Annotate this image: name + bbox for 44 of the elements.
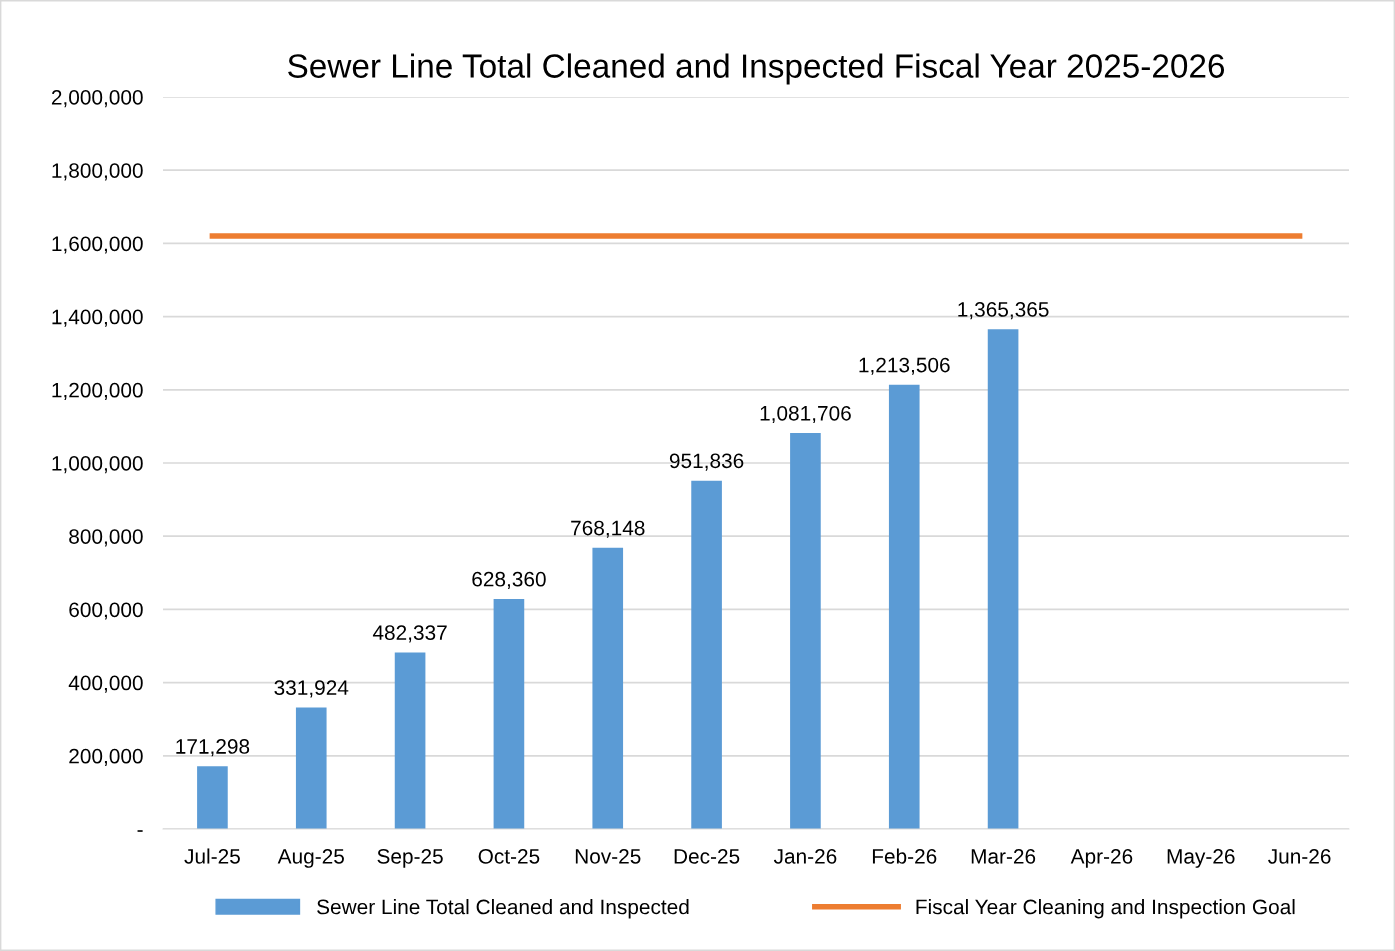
x-tick-label: Jun-26 [1268, 848, 1331, 864]
y-tick-label: 1,000,000 [52, 456, 143, 474]
bar [592, 547, 624, 829]
data-label: 482,337 [372, 625, 447, 643]
y-tick-label: 2,000,000 [51, 90, 143, 108]
bar [888, 384, 920, 829]
chart-title: Sewer Line Total Cleaned and Inspected Fiscal Year 2025-2026 [288, 53, 1225, 85]
y-tick-label: - [137, 830, 143, 832]
x-tick-label: Mar-26 [971, 848, 1036, 864]
bar [197, 766, 228, 829]
data-label: 951,836 [669, 453, 744, 471]
bar [493, 599, 525, 829]
bar [394, 652, 426, 829]
bar [295, 707, 327, 829]
x-tick-label: Oct-25 [478, 848, 540, 864]
bar [790, 433, 821, 829]
bar [691, 480, 722, 829]
y-tick-label: 1,200,000 [52, 382, 143, 401]
data-label: 768,148 [571, 520, 645, 538]
bar [987, 329, 1019, 829]
data-label: 628,360 [472, 571, 546, 590]
x-tick-label: Jan-26 [773, 848, 837, 864]
x-tick-label: Aug-25 [277, 848, 344, 868]
x-tick-label: Apr-26 [1070, 848, 1133, 868]
y-tick-label: 200,000 [69, 748, 143, 767]
data-label: 1,081,706 [760, 405, 851, 424]
y-tick-label: 400,000 [68, 675, 143, 693]
x-tick-label: Nov-25 [575, 848, 641, 864]
data-label: 171,298 [176, 739, 250, 757]
y-tick-label: 800,000 [69, 529, 143, 547]
legend-label: Sewer Line Total Cleaned and Inspected [317, 898, 689, 919]
data-label: 331,924 [274, 680, 349, 698]
data-label: 1,213,506 [859, 357, 950, 375]
x-tick-label: Dec-25 [674, 848, 740, 864]
y-tick-label: 1,600,000 [52, 236, 143, 254]
y-tick-label: 1,400,000 [52, 309, 143, 327]
data-label: 1,365,365 [958, 302, 1049, 320]
legend-label: Fiscal Year Cleaning and Inspection Goal [916, 898, 1295, 919]
x-tick-label: May-26 [1167, 848, 1235, 868]
y-tick-label: 1,800,000 [52, 163, 143, 181]
x-tick-label: Sep-25 [377, 848, 443, 868]
x-tick-label: Feb-26 [872, 848, 937, 864]
x-tick-label: Jul-25 [184, 848, 240, 864]
y-tick-label: 600,000 [69, 602, 143, 620]
